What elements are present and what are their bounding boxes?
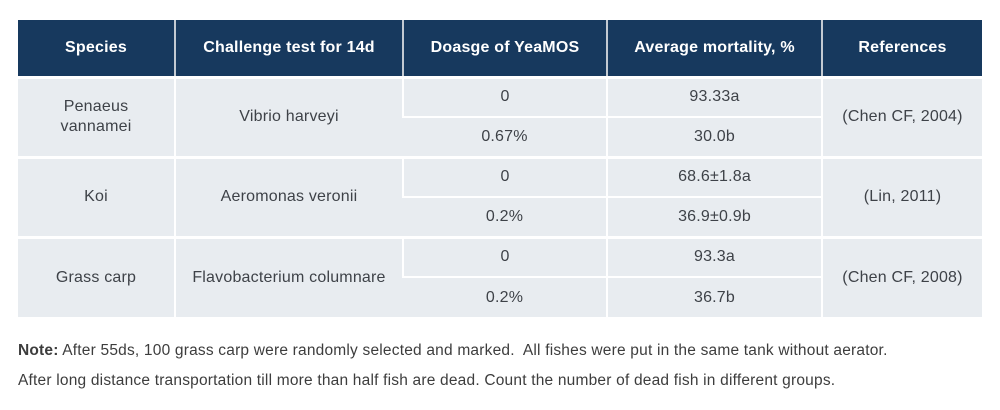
- species-cell: Grass carp: [18, 235, 175, 317]
- header-cell-references: References: [821, 20, 982, 77]
- mortality-cell: 36.7b: [606, 276, 822, 317]
- header-cell-species: Species: [18, 20, 175, 77]
- dosage-cell: 0.67%: [403, 116, 607, 157]
- species-cell: Penaeus vannamei: [18, 75, 175, 157]
- reference-cell: (Chen CF, 2008): [821, 235, 982, 317]
- footnote: Note: After 55ds, 100 grass carp were ra…: [18, 342, 982, 402]
- table-row: 0.2% 36.9±0.9b: [18, 196, 982, 237]
- table-header: Species Challenge test for 14d Doasge of…: [18, 20, 982, 77]
- mortality-cell: 36.9±0.9b: [606, 196, 822, 237]
- mortality-cell: 30.0b: [606, 116, 822, 157]
- mortality-cell: 68.6±1.8a: [606, 155, 822, 197]
- table-row: Koi Aeromonas veronii 0 68.6±1.8a (Lin, …: [18, 155, 982, 237]
- mortality-table: Species Challenge test for 14d Doasge of…: [18, 20, 982, 317]
- reference-cell: (Chen CF, 2004): [821, 75, 982, 157]
- dosage-cell: 0: [402, 235, 607, 277]
- table-row: 0.2% 36.7b: [18, 276, 982, 317]
- reference-cell: (Lin, 2011): [821, 155, 982, 237]
- header-cell-challenge: Challenge test for 14d: [174, 20, 403, 77]
- table-row: Penaeus vannamei Vibrio harveyi 0 93.33a…: [18, 75, 982, 157]
- dosage-cell: 0.2%: [403, 276, 607, 317]
- challenge-cell: Flavobacterium columnare: [174, 235, 403, 317]
- table-row: 0.67% 30.0b: [18, 116, 982, 157]
- header-row: Species Challenge test for 14d Doasge of…: [18, 20, 982, 77]
- footnote-line-1: Note: After 55ds, 100 grass carp were ra…: [18, 342, 982, 360]
- mortality-cell: 93.33a: [606, 75, 822, 117]
- header-cell-dosage: Doasge of YeaMOS: [402, 20, 607, 77]
- table-row: Grass carp Flavobacterium columnare 0 93…: [18, 235, 982, 317]
- mortality-cell: 93.3a: [606, 235, 822, 277]
- dosage-cell: 0.2%: [403, 196, 607, 237]
- dosage-cell: 0: [402, 155, 607, 197]
- dosage-cell: 0: [402, 75, 607, 117]
- footnote-line-2: After long distance transportation till …: [18, 372, 836, 389]
- header-cell-mortality: Average mortality, %: [606, 20, 822, 77]
- challenge-cell: Aeromonas veronii: [174, 155, 403, 237]
- footnote-text-1: After 55ds, 100 grass carp were randomly…: [58, 342, 888, 359]
- footnote-label: Note:: [18, 342, 59, 359]
- species-cell: Koi: [18, 155, 175, 237]
- table-body: Penaeus vannamei Vibrio harveyi 0 93.33a…: [18, 75, 982, 317]
- challenge-cell: Vibrio harveyi: [174, 75, 403, 157]
